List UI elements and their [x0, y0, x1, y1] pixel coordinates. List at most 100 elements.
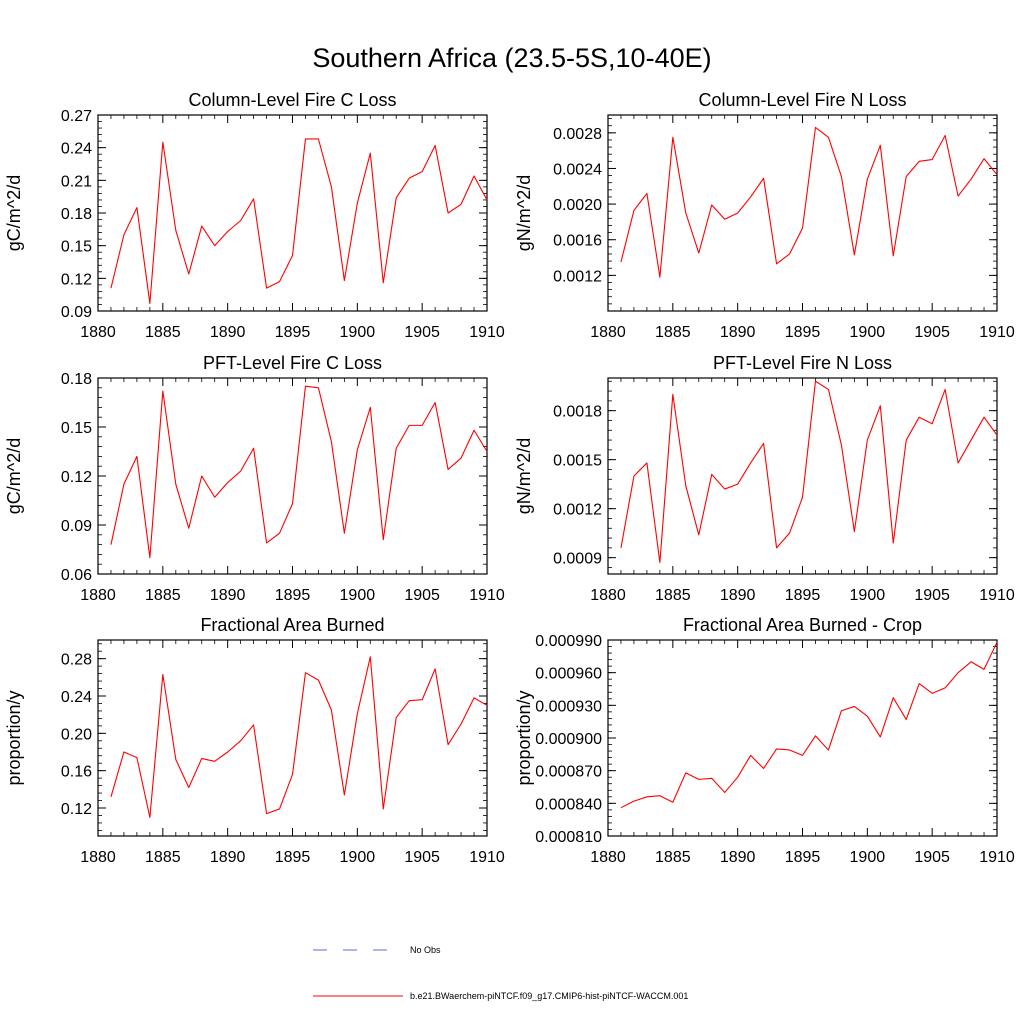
x-tick-label: 1880: [80, 849, 116, 866]
y-tick-label: 0.15: [61, 239, 92, 256]
chart-title: PFT-Level Fire N Loss: [713, 353, 892, 373]
x-tick-label: 1895: [275, 849, 311, 866]
y-tick-label: 0.0028: [553, 126, 602, 143]
y-tick-label: 0.18: [61, 371, 92, 388]
x-tick-label: 1905: [914, 849, 950, 866]
x-tick-label: 1890: [720, 587, 756, 604]
y-tick-label: 0.0012: [553, 268, 602, 285]
x-tick-label: 1880: [590, 849, 626, 866]
y-tick-label: 0.000810: [535, 829, 602, 846]
x-tick-label: 1910: [469, 849, 505, 866]
series-line: [110, 385, 488, 559]
figure-title: Southern Africa (23.5-5S,10-40E): [312, 43, 711, 73]
plot-frame: [97, 639, 488, 837]
x-tick-label: 1900: [850, 849, 886, 866]
x-tick-label: 1905: [914, 587, 950, 604]
x-tick-label: 1910: [469, 324, 505, 341]
x-tick-label: 1895: [785, 324, 821, 341]
y-tick-label: 0.000870: [535, 764, 602, 781]
x-tick-label: 1905: [404, 587, 440, 604]
y-tick-label: 0.27: [61, 108, 92, 125]
y-tick-label: 0.21: [61, 173, 92, 190]
y-tick-label: 0.0009: [553, 551, 602, 568]
x-tick-label: 1910: [979, 324, 1015, 341]
y-axis-label: gC/m^2/d: [4, 175, 24, 251]
y-tick-label: 0.0024: [553, 161, 602, 178]
chart-title: Column-Level Fire C Loss: [188, 90, 396, 110]
y-tick-label: 0.09: [61, 518, 92, 535]
x-tick-label: 1880: [590, 587, 626, 604]
x-tick-label: 1885: [655, 849, 691, 866]
x-tick-label: 1885: [655, 587, 691, 604]
y-tick-label: 0.12: [61, 271, 92, 288]
y-tick-label: 0.0018: [553, 404, 602, 421]
y-tick-label: 0.24: [61, 689, 92, 706]
y-tick-label: 0.000840: [535, 796, 602, 813]
y-axis-label: proportion/y: [4, 690, 24, 785]
plot-frame: [607, 639, 998, 837]
x-tick-label: 1885: [145, 587, 181, 604]
x-tick-label: 1900: [340, 849, 376, 866]
series-line: [110, 138, 488, 304]
x-tick-label: 1900: [340, 587, 376, 604]
y-axis-label: gC/m^2/d: [4, 438, 24, 514]
y-tick-label: 0.16: [61, 764, 92, 781]
series-line: [620, 380, 998, 564]
y-tick-label: 0.15: [61, 420, 92, 437]
y-tick-label: 0.000900: [535, 731, 602, 748]
y-tick-label: 0.28: [61, 652, 92, 669]
y-tick-label: 0.0020: [553, 197, 602, 214]
legend-label-no-obs: No Obs: [410, 945, 441, 955]
y-tick-label: 0.09: [61, 304, 92, 321]
y-axis-label: gN/m^2/d: [514, 438, 534, 514]
x-tick-label: 1885: [145, 324, 181, 341]
series-line: [620, 126, 998, 278]
x-tick-label: 1880: [80, 587, 116, 604]
y-tick-label: 0.000930: [535, 698, 602, 715]
x-tick-label: 1900: [850, 587, 886, 604]
series-line: [620, 641, 998, 809]
chart-title: Column-Level Fire N Loss: [698, 90, 906, 110]
y-tick-label: 0.0015: [553, 453, 602, 470]
x-tick-label: 1880: [590, 324, 626, 341]
panels: 1880 1885 1890 1895 1900 1905 1910 0.09 0.12 0.15…: [4, 90, 1015, 866]
y-tick-label: 0.06: [61, 567, 92, 584]
chart-panel: 1880 1885 1890 1895 1900 1905 1910 0.12 0.16 0.20…: [4, 615, 505, 866]
x-tick-label: 1890: [210, 587, 246, 604]
chart-panel: 1880 1885 1890 1895 1900 1905 1910 0.0009 0.0012…: [514, 353, 1015, 604]
x-tick-label: 1910: [979, 587, 1015, 604]
chart-panel: 1880 1885 1890 1895 1900 1905 1910 0.09 0.12 0.15…: [4, 90, 505, 341]
x-tick-label: 1905: [914, 324, 950, 341]
x-tick-label: 1890: [210, 849, 246, 866]
x-tick-label: 1890: [210, 324, 246, 341]
y-tick-label: 0.12: [61, 801, 92, 818]
plot-frame: [97, 114, 488, 312]
series-line: [110, 656, 488, 818]
x-tick-label: 1895: [785, 587, 821, 604]
chart-title: Fractional Area Burned: [200, 615, 384, 635]
y-tick-label: 0.12: [61, 469, 92, 486]
y-tick-label: 0.24: [61, 141, 92, 158]
chart-panel: 1880 1885 1890 1895 1900 1905 1910 0.06 0.09 0.12…: [4, 353, 505, 604]
x-tick-label: 1880: [80, 324, 116, 341]
x-tick-label: 1895: [785, 849, 821, 866]
x-tick-label: 1905: [404, 849, 440, 866]
y-tick-label: 0.000960: [535, 666, 602, 683]
x-tick-label: 1895: [275, 324, 311, 341]
y-axis-label: proportion/y: [514, 690, 534, 785]
x-tick-label: 1890: [720, 849, 756, 866]
x-tick-label: 1900: [340, 324, 376, 341]
y-tick-label: 0.000990: [535, 633, 602, 650]
chart-title: Fractional Area Burned - Crop: [683, 615, 922, 635]
x-tick-label: 1885: [655, 324, 691, 341]
y-tick-label: 0.18: [61, 206, 92, 223]
chart-panel: 1880 1885 1890 1895 1900 1905 1910 0.0012 0.0016…: [514, 90, 1015, 341]
legend-label-model: b.e21.BWaerchem-piNTCF.f09_g17.CMIP6-his…: [410, 991, 688, 1001]
y-tick-label: 0.0012: [553, 502, 602, 519]
legend: No Obs b.e21.BWaerchem-piNTCF.f09_g17.CM…: [313, 945, 688, 1001]
chart-title: PFT-Level Fire C Loss: [203, 353, 382, 373]
x-tick-label: 1900: [850, 324, 886, 341]
y-tick-label: 0.20: [61, 726, 92, 743]
x-tick-label: 1890: [720, 324, 756, 341]
